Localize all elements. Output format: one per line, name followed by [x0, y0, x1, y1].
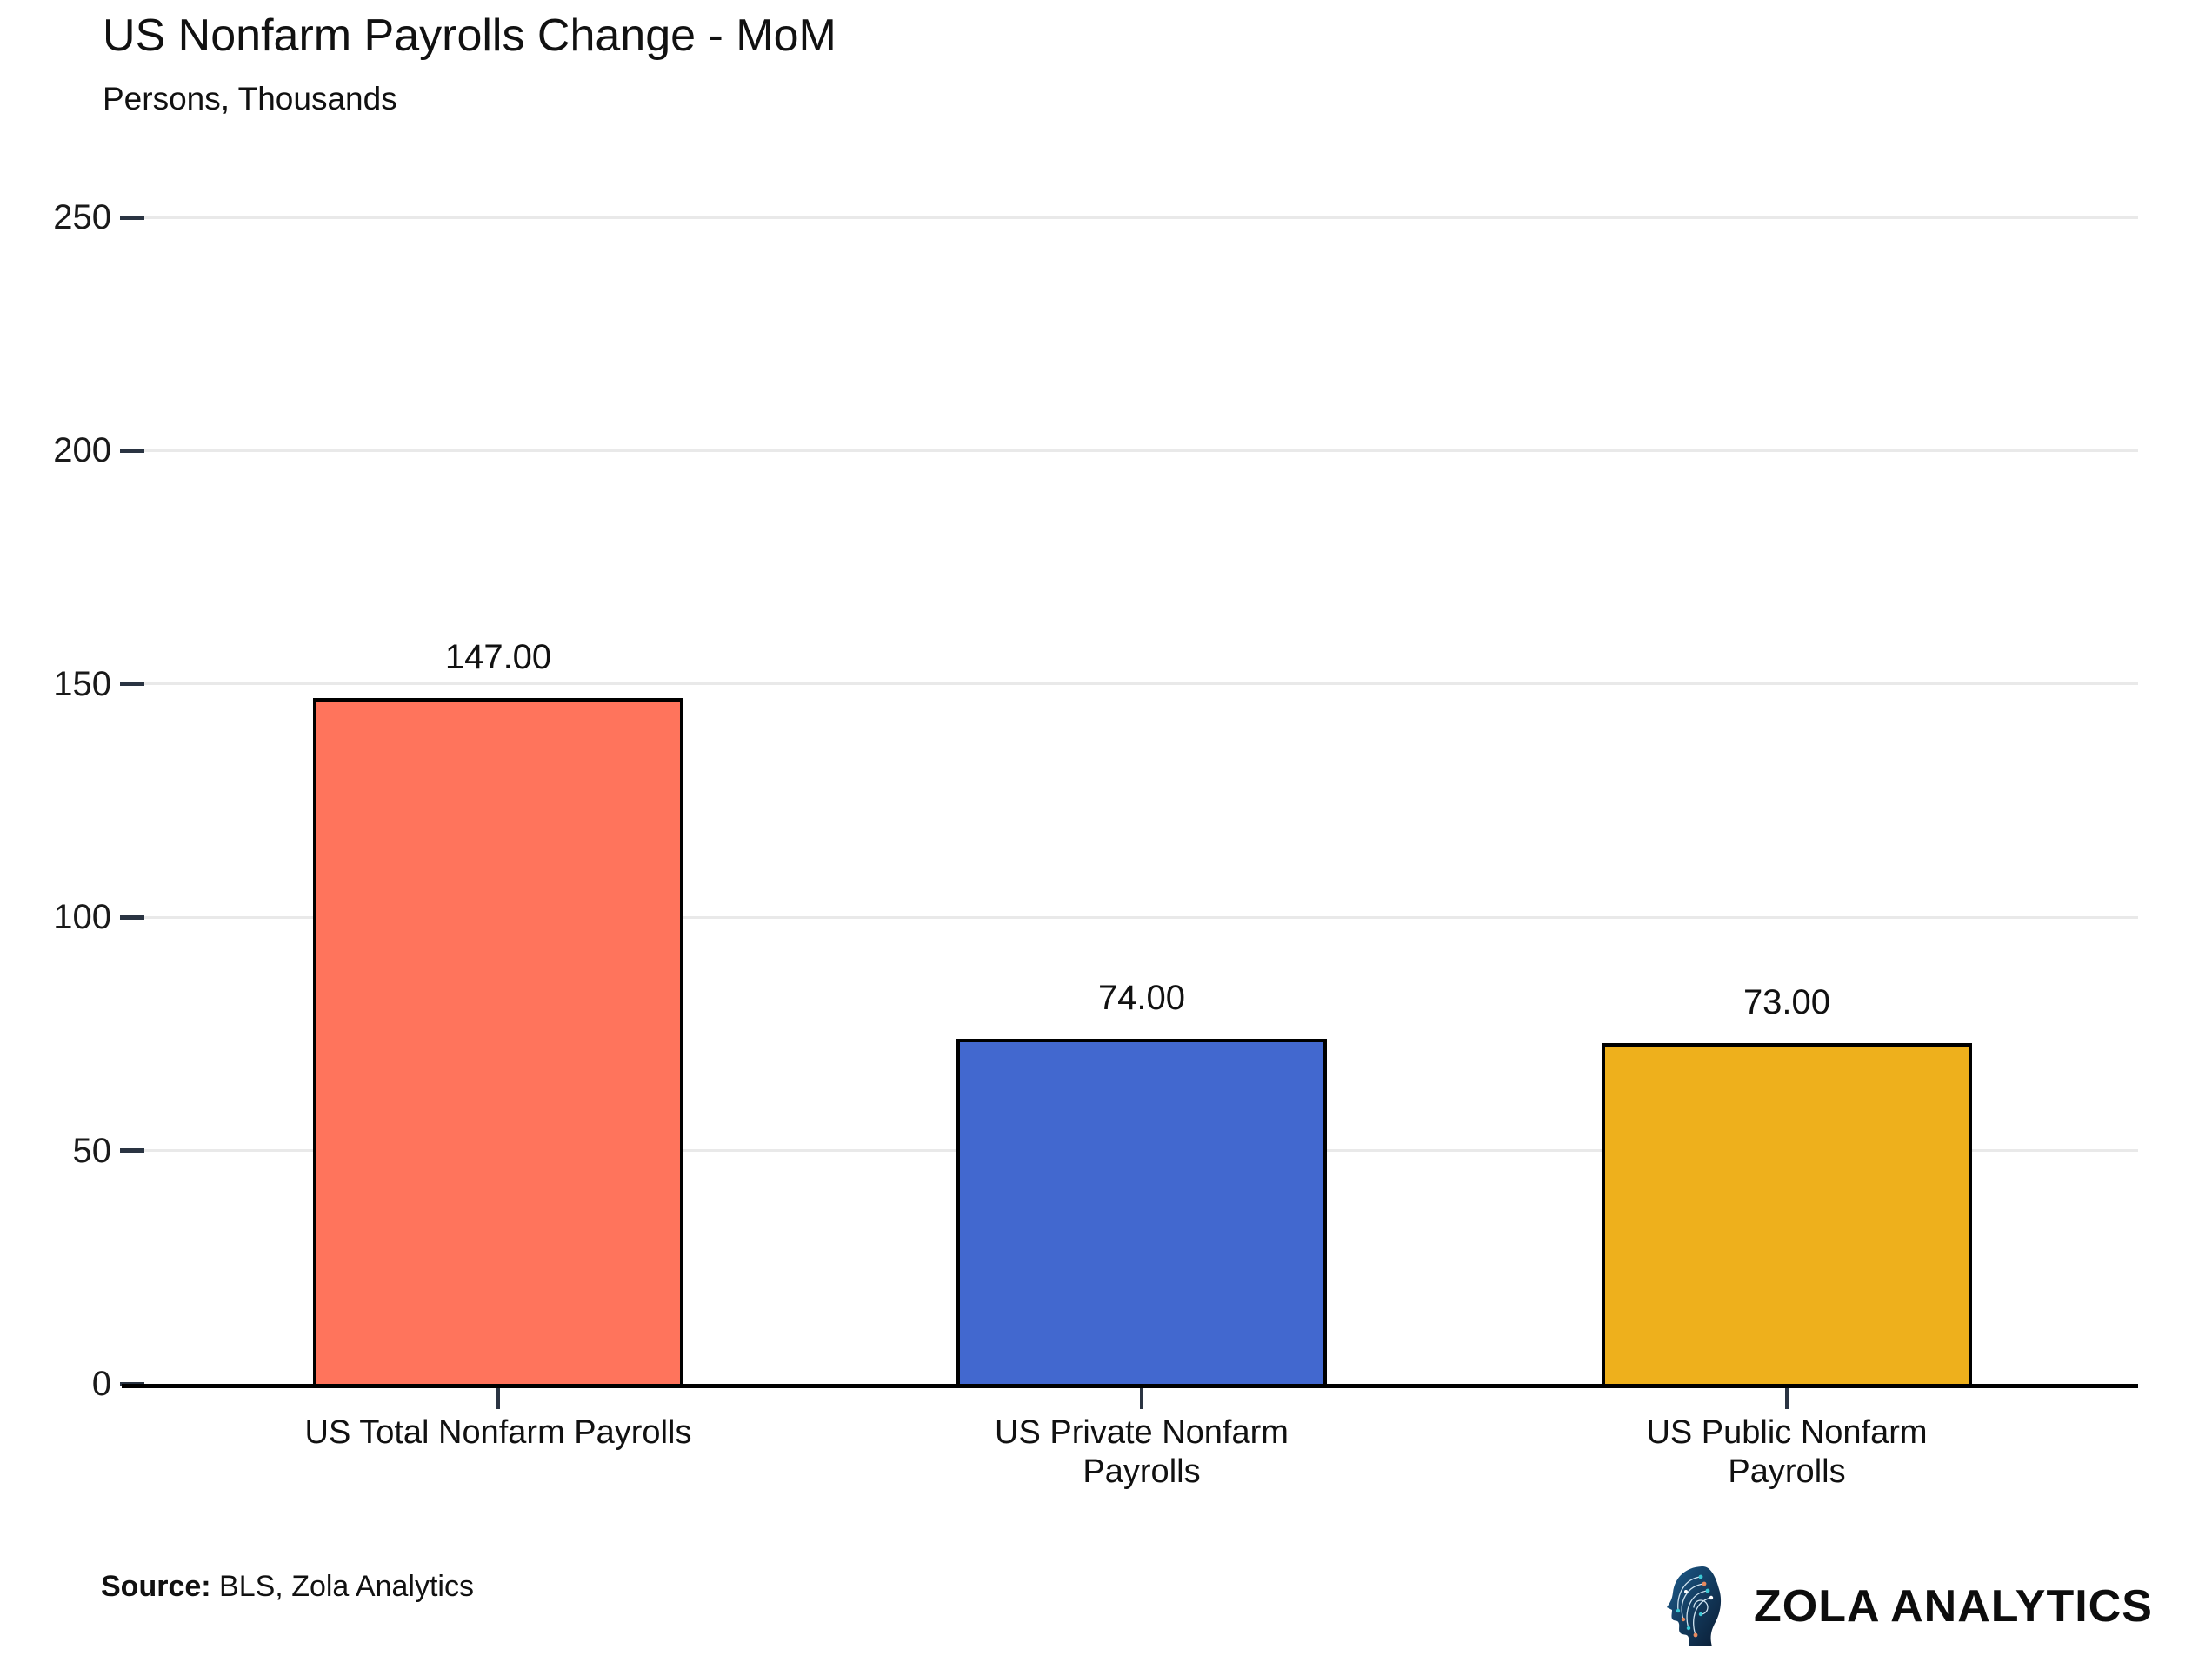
y-axis-tick-150 [120, 682, 144, 687]
y-axis-label-150: 150 [53, 664, 111, 703]
x-axis-label-line: US Public Nonfarm [1646, 1414, 1928, 1451]
y-axis-label-50: 50 [72, 1131, 112, 1170]
brand-name: ZOLA ANALYTICS [1754, 1581, 2153, 1632]
gridline-250 [144, 216, 2138, 219]
bar-value-label-2: 74.00 [1097, 978, 1186, 1017]
chart-subtitle: Persons, Thousands [103, 81, 397, 116]
x-axis-line [122, 1384, 2138, 1388]
bar-value-label-1: 147.00 [444, 637, 552, 676]
x-axis-label-1: US Total Nonfarm Payrolls [255, 1413, 742, 1453]
y-axis-tick-250 [120, 215, 144, 220]
y-axis-label-0: 0 [91, 1365, 111, 1403]
gridline-200 [144, 449, 2138, 452]
gridline-100 [144, 915, 2138, 919]
bar-2 [956, 1038, 1327, 1387]
y-axis-label-100: 100 [53, 898, 111, 937]
x-axis-label-line: Payrolls [1728, 1453, 1846, 1490]
circuit-head-icon [1667, 1566, 1722, 1646]
x-axis-tick-2 [1140, 1388, 1143, 1409]
x-axis-label-3: US Public Nonfarm Payrolls [1543, 1413, 2030, 1492]
bar-3 [1602, 1043, 1972, 1387]
x-axis-label-2: US Private Nonfarm Payrolls [898, 1413, 1385, 1492]
chart-title: US Nonfarm Payrolls Change - MoM [103, 10, 836, 61]
x-axis-label-line: Payrolls [1083, 1453, 1201, 1490]
y-axis-label-250: 250 [53, 198, 111, 236]
bar-1 [313, 697, 683, 1387]
x-axis-label-line: US Private Nonfarm [995, 1414, 1289, 1451]
source-note: Source: BLS, Zola Analytics [101, 1568, 474, 1606]
source-label: Source: [101, 1570, 211, 1603]
x-axis-tick-1 [496, 1388, 500, 1409]
bar-value-label-3: 73.00 [1742, 983, 1831, 1022]
x-axis-label-line: US Total Nonfarm Payrolls [304, 1414, 692, 1451]
y-axis-tick-200 [120, 448, 144, 453]
gridline-150 [144, 682, 2138, 686]
y-axis-tick-100 [120, 914, 144, 920]
y-axis-label-200: 200 [53, 431, 111, 470]
brand-logo: ZOLA ANALYTICS [1665, 1565, 2153, 1648]
source-text: BLS, Zola Analytics [210, 1570, 474, 1603]
y-axis-tick-50 [120, 1148, 144, 1154]
x-axis-tick-3 [1785, 1388, 1789, 1409]
